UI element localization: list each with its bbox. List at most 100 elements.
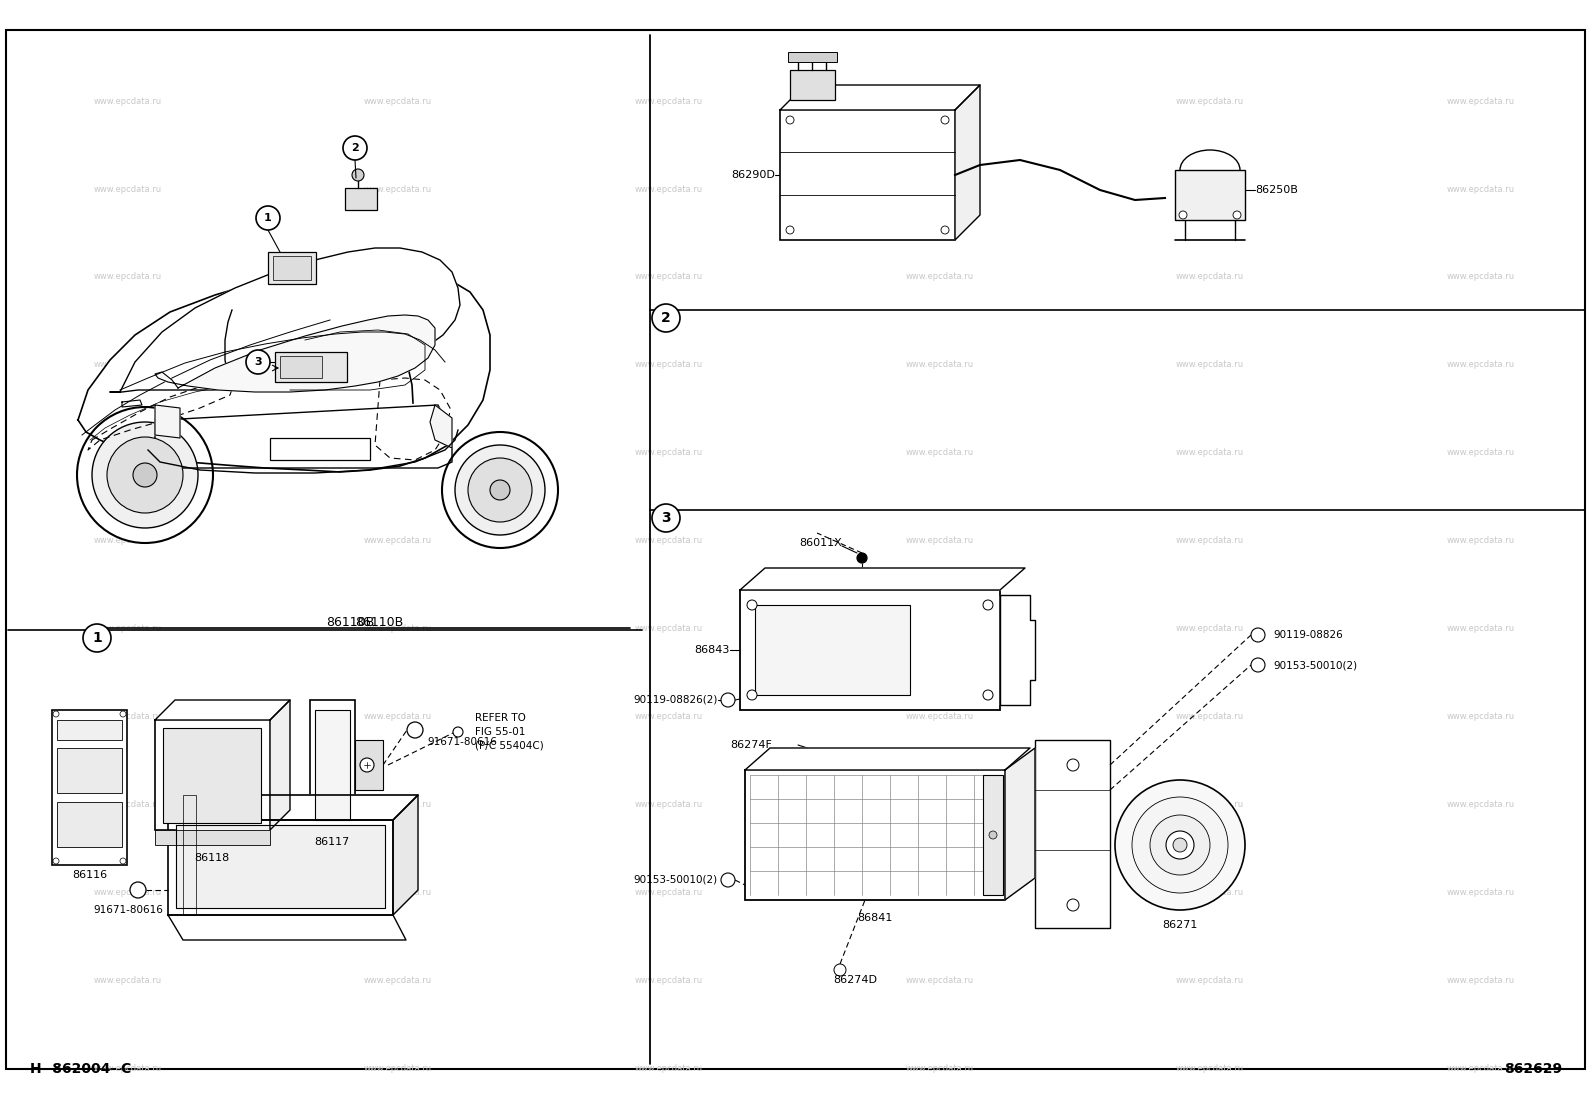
Text: 86841: 86841 xyxy=(858,913,893,923)
Circle shape xyxy=(786,226,794,234)
Circle shape xyxy=(342,136,368,160)
Circle shape xyxy=(1149,815,1210,875)
Polygon shape xyxy=(745,748,1030,770)
Circle shape xyxy=(1114,780,1245,910)
Text: www.epcdata.ru: www.epcdata.ru xyxy=(94,976,161,985)
Text: www.epcdata.ru: www.epcdata.ru xyxy=(906,273,973,281)
Text: www.epcdata.ru: www.epcdata.ru xyxy=(906,97,973,106)
Circle shape xyxy=(134,463,158,487)
Circle shape xyxy=(856,553,868,563)
Circle shape xyxy=(721,873,736,887)
Circle shape xyxy=(443,432,559,548)
Text: www.epcdata.ru: www.epcdata.ru xyxy=(94,448,161,457)
Circle shape xyxy=(1232,211,1242,219)
Polygon shape xyxy=(955,85,981,240)
Circle shape xyxy=(119,711,126,717)
Polygon shape xyxy=(430,406,452,448)
Bar xyxy=(154,830,271,845)
Polygon shape xyxy=(154,406,180,439)
Text: 2: 2 xyxy=(661,311,670,325)
Text: 91671-80616: 91671-80616 xyxy=(427,737,497,747)
Text: 86110B: 86110B xyxy=(326,615,374,629)
Circle shape xyxy=(1180,211,1188,219)
Bar xyxy=(57,748,123,793)
Text: www.epcdata.ru: www.epcdata.ru xyxy=(1176,273,1243,281)
Bar xyxy=(271,439,369,460)
Bar xyxy=(355,740,384,790)
Text: www.epcdata.ru: www.epcdata.ru xyxy=(635,888,702,897)
Bar xyxy=(1035,740,1110,928)
Circle shape xyxy=(490,480,509,500)
Text: www.epcdata.ru: www.epcdata.ru xyxy=(365,448,431,457)
Text: www.epcdata.ru: www.epcdata.ru xyxy=(906,624,973,633)
Polygon shape xyxy=(78,268,490,471)
Text: www.epcdata.ru: www.epcdata.ru xyxy=(94,712,161,721)
Circle shape xyxy=(408,722,423,739)
Bar xyxy=(740,590,1000,710)
Text: www.epcdata.ru: www.epcdata.ru xyxy=(1447,536,1514,545)
Text: 86274D: 86274D xyxy=(833,975,877,985)
Text: 86843: 86843 xyxy=(694,645,731,655)
Circle shape xyxy=(455,445,544,535)
Text: 3: 3 xyxy=(255,357,261,367)
Text: www.epcdata.ru: www.epcdata.ru xyxy=(1176,800,1243,809)
Polygon shape xyxy=(1000,595,1035,704)
Text: www.epcdata.ru: www.epcdata.ru xyxy=(635,536,702,545)
Circle shape xyxy=(1067,899,1079,911)
Circle shape xyxy=(107,437,183,513)
Polygon shape xyxy=(177,825,385,908)
Polygon shape xyxy=(154,315,435,392)
Bar xyxy=(280,356,322,378)
Bar xyxy=(310,700,355,830)
Circle shape xyxy=(721,693,736,707)
Text: www.epcdata.ru: www.epcdata.ru xyxy=(1176,888,1243,897)
Circle shape xyxy=(53,858,59,864)
Text: www.epcdata.ru: www.epcdata.ru xyxy=(365,97,431,106)
Bar xyxy=(53,710,127,865)
Circle shape xyxy=(454,728,463,737)
Text: www.epcdata.ru: www.epcdata.ru xyxy=(635,800,702,809)
Text: www.epcdata.ru: www.epcdata.ru xyxy=(635,360,702,369)
Text: 91671-80616: 91671-80616 xyxy=(92,904,162,915)
Text: www.epcdata.ru: www.epcdata.ru xyxy=(1176,448,1243,457)
Bar xyxy=(267,252,315,284)
Polygon shape xyxy=(169,795,419,820)
Text: www.epcdata.ru: www.epcdata.ru xyxy=(1447,97,1514,106)
Text: www.epcdata.ru: www.epcdata.ru xyxy=(1176,360,1243,369)
Text: 86116: 86116 xyxy=(73,870,108,880)
Text: www.epcdata.ru: www.epcdata.ru xyxy=(94,97,161,106)
Circle shape xyxy=(982,690,993,700)
Circle shape xyxy=(941,116,949,124)
Text: www.epcdata.ru: www.epcdata.ru xyxy=(94,536,161,545)
Text: www.epcdata.ru: www.epcdata.ru xyxy=(635,976,702,985)
Text: 86271: 86271 xyxy=(1162,920,1197,930)
Polygon shape xyxy=(154,700,290,720)
Text: www.epcdata.ru: www.epcdata.ru xyxy=(94,185,161,193)
Text: www.epcdata.ru: www.epcdata.ru xyxy=(635,273,702,281)
Text: 3: 3 xyxy=(661,511,670,525)
Text: www.epcdata.ru: www.epcdata.ru xyxy=(906,1064,973,1073)
Text: 90153-50010(2): 90153-50010(2) xyxy=(1274,660,1356,670)
Circle shape xyxy=(989,831,997,839)
Text: www.epcdata.ru: www.epcdata.ru xyxy=(635,712,702,721)
Circle shape xyxy=(119,858,126,864)
Circle shape xyxy=(1251,658,1266,671)
Text: www.epcdata.ru: www.epcdata.ru xyxy=(1447,712,1514,721)
Circle shape xyxy=(352,169,365,181)
Bar xyxy=(162,728,261,823)
Text: www.epcdata.ru: www.epcdata.ru xyxy=(906,976,973,985)
Text: www.epcdata.ru: www.epcdata.ru xyxy=(635,624,702,633)
Bar xyxy=(788,52,837,62)
Circle shape xyxy=(653,304,680,332)
Text: www.epcdata.ru: www.epcdata.ru xyxy=(906,888,973,897)
Text: www.epcdata.ru: www.epcdata.ru xyxy=(1176,97,1243,106)
Text: 86117: 86117 xyxy=(314,837,350,847)
Bar xyxy=(755,606,911,695)
Text: www.epcdata.ru: www.epcdata.ru xyxy=(906,185,973,193)
Text: www.epcdata.ru: www.epcdata.ru xyxy=(1447,448,1514,457)
Circle shape xyxy=(653,504,680,532)
Text: www.epcdata.ru: www.epcdata.ru xyxy=(1176,536,1243,545)
Text: H- 862004- C: H- 862004- C xyxy=(30,1062,131,1076)
Text: www.epcdata.ru: www.epcdata.ru xyxy=(635,1064,702,1073)
Bar xyxy=(745,770,1005,900)
